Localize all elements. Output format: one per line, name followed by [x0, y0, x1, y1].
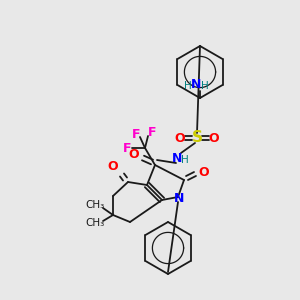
Text: H: H	[201, 81, 209, 91]
Text: O: O	[175, 131, 185, 145]
Text: S: S	[191, 130, 203, 146]
Text: F: F	[132, 128, 140, 140]
Text: H: H	[184, 81, 192, 91]
Text: O: O	[129, 148, 139, 160]
Text: F: F	[148, 125, 156, 139]
Text: N: N	[191, 77, 201, 91]
Text: H: H	[181, 155, 189, 165]
Text: CH₃: CH₃	[85, 200, 105, 210]
Text: O: O	[199, 166, 209, 178]
Text: N: N	[172, 152, 182, 164]
Text: O: O	[108, 160, 118, 173]
Text: CH₃: CH₃	[85, 218, 105, 228]
Text: N: N	[174, 191, 184, 205]
Text: F: F	[123, 142, 131, 154]
Text: O: O	[209, 131, 219, 145]
